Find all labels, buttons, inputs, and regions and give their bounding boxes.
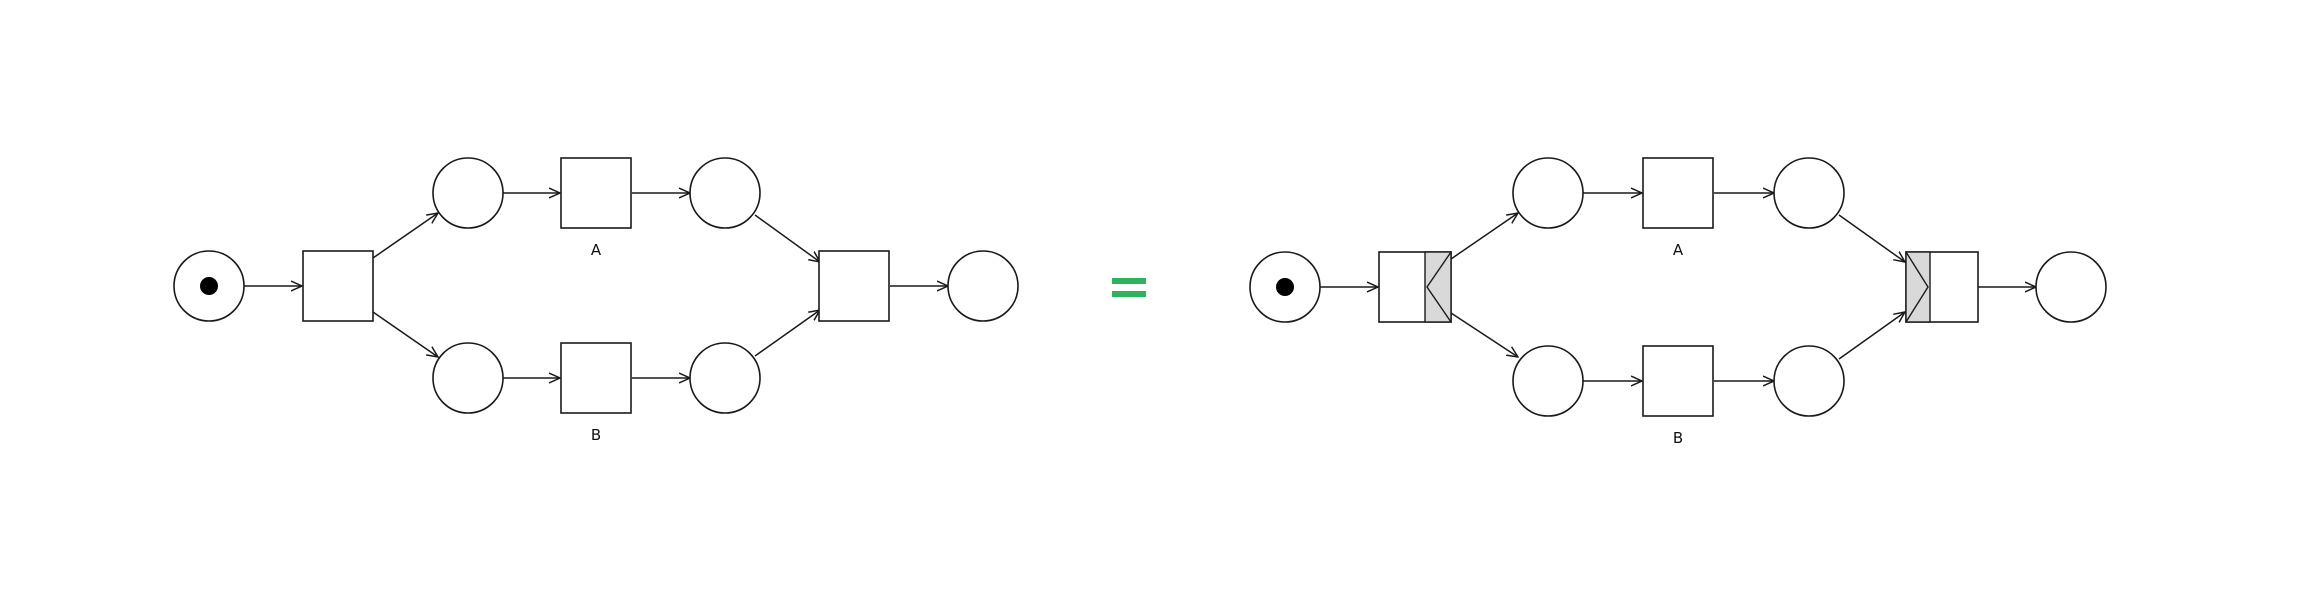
place-upper-1 [1512,157,1584,229]
right-arcs [1320,193,2036,381]
end-place [947,250,1019,322]
place-upper-1 [432,157,504,229]
transition-a-label: A [591,241,602,259]
arc-upper-place-to-join [1838,214,1905,262]
place-lower-2 [1773,345,1845,417]
place-lower-1 [1512,345,1584,417]
transition-b-label: B [1673,429,1683,447]
token [200,277,218,295]
place-upper-2 [1773,157,1845,229]
arc-split-to-upper-place [1450,213,1518,260]
left-arcs [244,193,948,378]
transition-b-label: B [591,426,601,444]
transition-b [1642,345,1714,417]
arc-upper-place-to-join [754,214,820,262]
place-lower-1 [432,342,504,414]
transition-a [560,157,632,229]
end-place [2035,251,2107,323]
transition-a [1642,157,1714,229]
arc-split-to-upper-place [372,213,438,259]
and-join-marker [1905,251,1931,323]
equals-sign [1112,278,1146,297]
transition-split-gateway [1378,251,1452,323]
place-upper-2 [689,157,761,229]
left-petri-net: A B [173,157,1019,444]
transition-a-label: A [1673,241,1684,259]
equals-bar-bottom [1112,291,1146,297]
and-split-chevron-icon [1426,251,1452,323]
transition-join [818,250,890,322]
arc-lower-place-to-join [1838,312,1905,360]
token [1276,278,1294,296]
right-petri-net: A B [1249,157,2107,447]
arc-split-to-lower-place [1450,312,1518,357]
transition-join-gateway [1905,251,1979,323]
transition-split [302,250,374,322]
arc-lower-place-to-join [754,310,820,357]
arc-split-to-lower-place [372,311,438,357]
transition-b [560,342,632,414]
equals-bar-top [1112,278,1146,284]
and-split-marker [1424,251,1452,323]
place-lower-2 [689,342,761,414]
and-join-chevron-icon [1905,251,1929,323]
